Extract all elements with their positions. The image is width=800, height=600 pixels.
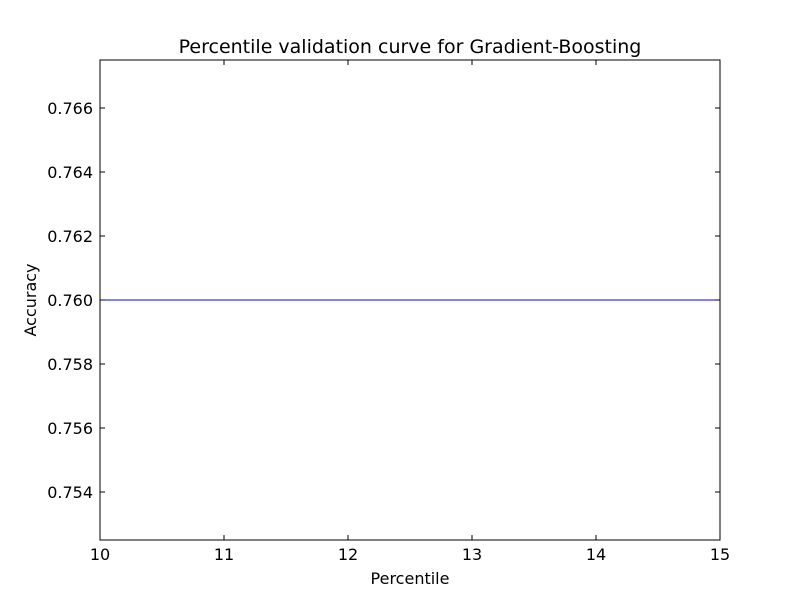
y-axis-label: Accuracy [21, 263, 40, 336]
x-tick-label: 13 [462, 545, 482, 564]
y-tick-label: 0.766 [47, 99, 93, 118]
x-tick-label: 14 [586, 545, 606, 564]
y-tick-label: 0.762 [47, 227, 93, 246]
y-tick-label: 0.754 [47, 483, 93, 502]
chart-title: Percentile validation curve for Gradient… [179, 36, 642, 58]
y-tick-label: 0.758 [47, 355, 93, 374]
x-tick-label: 11 [214, 545, 234, 564]
x-tick-label: 10 [90, 545, 110, 564]
plot-area: 10 11 12 13 14 15 0.754 0.756 0.758 0.760 0.762 0.7… [47, 59, 730, 564]
x-axis-label: Percentile [371, 569, 450, 588]
y-tick-label: 0.764 [47, 163, 93, 182]
y-tick-label: 0.760 [47, 291, 93, 310]
x-tick-label: 12 [338, 545, 358, 564]
x-tick-label: 15 [710, 545, 730, 564]
y-tick-label: 0.756 [47, 419, 93, 438]
